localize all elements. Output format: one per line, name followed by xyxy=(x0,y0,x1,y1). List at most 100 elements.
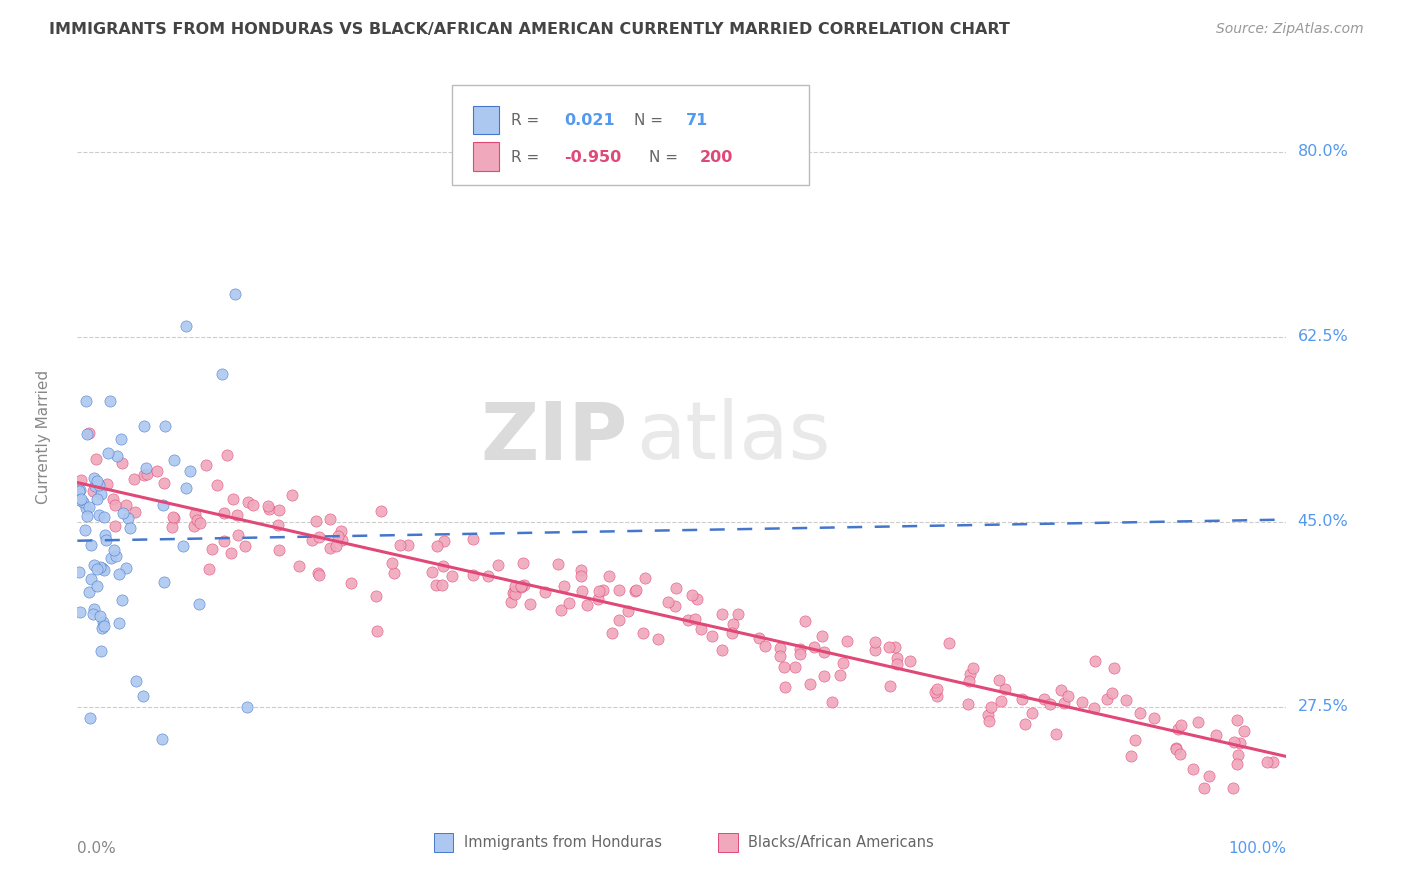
Text: Blacks/African Americans: Blacks/African Americans xyxy=(748,835,934,850)
Point xyxy=(89,609,111,624)
Point xyxy=(150,731,173,746)
Point xyxy=(224,287,246,301)
Point xyxy=(425,578,447,592)
Point xyxy=(195,458,218,472)
Point xyxy=(773,680,796,694)
Point xyxy=(77,500,100,514)
Point xyxy=(83,471,105,485)
Point xyxy=(1198,769,1220,783)
Point xyxy=(112,506,135,520)
Point xyxy=(288,559,311,574)
Point xyxy=(813,645,835,659)
Point xyxy=(1070,695,1092,709)
Bar xyxy=(434,833,453,852)
Point xyxy=(1223,735,1246,749)
Point xyxy=(1101,686,1123,700)
Text: atlas: atlas xyxy=(636,398,831,476)
Point xyxy=(226,508,249,522)
Point xyxy=(93,619,115,633)
Point xyxy=(886,657,908,672)
Point xyxy=(1229,736,1251,750)
Point xyxy=(328,529,350,543)
Point xyxy=(281,488,304,502)
Point xyxy=(179,465,201,479)
Point xyxy=(226,528,249,542)
Point xyxy=(77,584,100,599)
Point xyxy=(89,477,111,491)
Point xyxy=(90,486,112,500)
Point xyxy=(257,499,280,513)
Point xyxy=(924,685,946,699)
Point xyxy=(212,534,235,549)
Point xyxy=(783,659,806,673)
Text: 45.0%: 45.0% xyxy=(1298,514,1348,529)
Point xyxy=(93,510,115,524)
Point xyxy=(135,467,157,482)
Point xyxy=(863,635,886,649)
Point xyxy=(111,592,134,607)
Text: 100.0%: 100.0% xyxy=(1229,840,1286,855)
Point xyxy=(502,586,524,600)
Point xyxy=(86,452,108,467)
Point xyxy=(962,661,984,675)
Point xyxy=(235,699,257,714)
Point xyxy=(980,699,1002,714)
Point xyxy=(318,541,340,556)
Point xyxy=(723,616,745,631)
Point xyxy=(86,492,108,507)
Point xyxy=(769,649,792,664)
Point xyxy=(789,647,811,661)
Point xyxy=(183,519,205,533)
Point xyxy=(813,669,835,683)
Point xyxy=(1021,706,1043,720)
Point xyxy=(769,640,792,655)
Point xyxy=(534,585,557,599)
Bar xyxy=(718,833,738,852)
Point xyxy=(1167,723,1189,737)
Point xyxy=(205,478,228,492)
Point xyxy=(93,563,115,577)
Point xyxy=(550,603,572,617)
Point xyxy=(100,551,122,566)
Point xyxy=(184,507,207,521)
Text: Immigrants from Honduras: Immigrants from Honduras xyxy=(464,835,662,850)
Point xyxy=(1182,762,1205,776)
Point xyxy=(80,538,103,552)
Point xyxy=(69,473,91,487)
Point xyxy=(633,625,655,640)
Point xyxy=(571,584,593,599)
Point xyxy=(789,642,811,657)
Point xyxy=(1121,749,1143,764)
Text: -0.950: -0.950 xyxy=(565,150,621,165)
Point xyxy=(558,596,581,610)
Point xyxy=(146,464,169,478)
Point xyxy=(721,626,744,640)
Point xyxy=(188,516,211,530)
Point xyxy=(676,613,699,627)
Point xyxy=(330,533,353,547)
Point xyxy=(98,394,121,409)
Point xyxy=(683,611,706,625)
Point xyxy=(634,571,657,585)
Point xyxy=(153,475,176,490)
Point xyxy=(600,625,623,640)
Point xyxy=(727,607,749,621)
Text: N =: N = xyxy=(634,113,668,128)
Point xyxy=(83,558,105,572)
Point xyxy=(67,565,90,579)
Point xyxy=(938,636,960,650)
Point xyxy=(426,539,449,553)
Point xyxy=(1226,757,1249,772)
Point xyxy=(900,654,922,668)
Point xyxy=(879,640,901,654)
Point xyxy=(925,689,948,703)
Point xyxy=(925,682,948,697)
Point xyxy=(108,567,131,582)
Point xyxy=(994,681,1017,696)
Point xyxy=(990,694,1012,708)
Text: R =: R = xyxy=(512,150,544,165)
Point xyxy=(69,492,91,507)
Point xyxy=(956,698,979,712)
Point xyxy=(1227,747,1250,762)
Point xyxy=(396,538,419,552)
